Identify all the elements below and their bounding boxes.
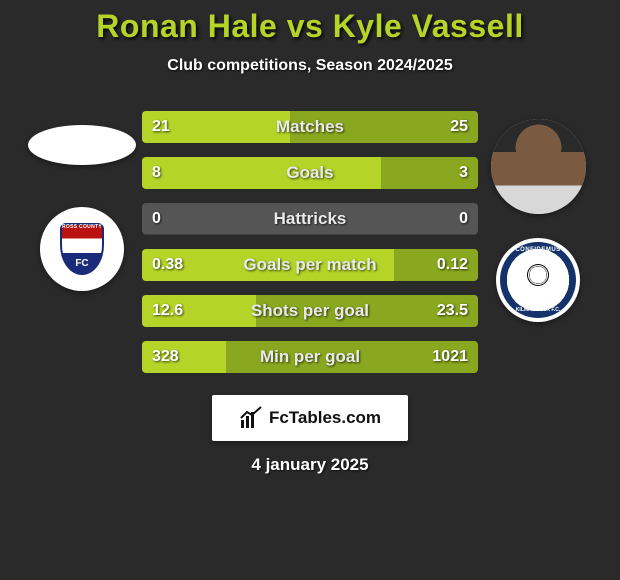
main-row: Matches2125 Goals83 Hattricks0 0 Goals per m… xyxy=(0,111,620,373)
kilmarnock-logo-icon: KILMARNOCK F.C. xyxy=(500,242,576,318)
player-right-club-logo: KILMARNOCK F.C. xyxy=(496,238,580,322)
ross-county-shield-icon xyxy=(60,223,104,275)
chart-icon xyxy=(239,406,263,430)
avatar-placeholder-icon xyxy=(491,119,586,214)
stat-bar-left xyxy=(142,157,381,189)
stat-value-left: 0 xyxy=(152,203,161,235)
stat-row: Shots per goal12.623.5 xyxy=(142,295,478,327)
brand-text: FcTables.com xyxy=(269,408,381,428)
left-column xyxy=(22,111,142,291)
stat-row: Goals per match0.380.12 xyxy=(142,249,478,281)
right-column: KILMARNOCK F.C. xyxy=(478,111,598,322)
stat-bar-right xyxy=(381,157,478,189)
stat-bar-right xyxy=(256,295,478,327)
brand-badge[interactable]: FcTables.com xyxy=(212,395,408,441)
stat-row: Hattricks0 0 xyxy=(142,203,478,235)
player-left-club-logo xyxy=(40,207,124,291)
stat-row: Min per goal3281021 xyxy=(142,341,478,373)
comparison-card: Ronan Hale vs Kyle Vassell Club competit… xyxy=(0,0,620,475)
stat-bar-right xyxy=(226,341,478,373)
player-right-avatar xyxy=(491,119,586,214)
stat-bar-right xyxy=(290,111,478,143)
stat-bar-left xyxy=(142,295,256,327)
comparison-bars: Matches2125 Goals83 Hattricks0 0 Goals per m… xyxy=(142,111,478,373)
stat-label: Hattricks xyxy=(142,203,478,235)
page-title: Ronan Hale vs Kyle Vassell xyxy=(0,8,620,45)
date-label: 4 january 2025 xyxy=(0,455,620,475)
stat-row: Goals83 xyxy=(142,157,478,189)
page-subtitle: Club competitions, Season 2024/2025 xyxy=(0,57,620,75)
stat-bar-left xyxy=(142,111,290,143)
stat-bar-left xyxy=(142,249,394,281)
player-left-avatar xyxy=(28,125,136,165)
stat-row: Matches2125 xyxy=(142,111,478,143)
stat-bar-left xyxy=(142,341,226,373)
stat-value-right: 0 xyxy=(459,203,468,235)
stat-bar-right xyxy=(394,249,478,281)
